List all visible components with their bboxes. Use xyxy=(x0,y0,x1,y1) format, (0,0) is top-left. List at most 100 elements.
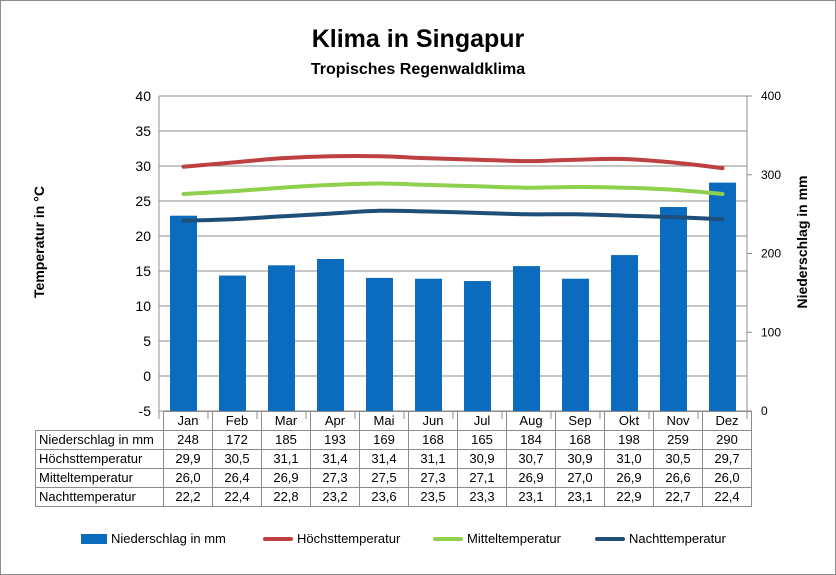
table-row: Höchsttemperatur 29,9 30,5 31,1 31,4 31,4 31,1… xyxy=(35,449,752,469)
table-cell: 259 xyxy=(653,430,703,450)
table-header-row: Jan Feb Mar Apr Mai Jun Jul Aug Sep Okt Nov Dez xyxy=(36,411,752,431)
table-cell: 27,3 xyxy=(408,468,458,488)
bar-okt xyxy=(611,255,638,411)
table-cell: 169 xyxy=(359,430,409,450)
table-cell: 31,0 xyxy=(604,449,654,469)
x-tick-label: Aug xyxy=(506,411,556,431)
table-cell: 165 xyxy=(457,430,507,450)
legend-label: Mitteltemperatur xyxy=(467,531,561,546)
x-tick-label: Feb xyxy=(212,411,262,431)
bar-jun xyxy=(415,278,442,411)
bar-nov xyxy=(660,207,687,411)
table-row: Niederschlag in mm 248 172 185 193 169 168 165 1… xyxy=(35,430,752,450)
table-cell: 23,6 xyxy=(359,487,409,507)
table-cell: 26,0 xyxy=(702,468,752,488)
y-right-tick-label: 300 xyxy=(761,168,781,182)
x-tick-label: Dez xyxy=(702,411,752,431)
table-cell: 22,4 xyxy=(212,487,262,507)
table-cell: 30,5 xyxy=(653,449,703,469)
x-tick-label: Jan xyxy=(163,411,213,431)
table-cell: 23,3 xyxy=(457,487,507,507)
series-line-nachttemperatur xyxy=(181,208,725,223)
legend-item: Niederschlag in mm xyxy=(81,531,226,546)
legend: Niederschlag in mm Höchsttemperatur Mittel… xyxy=(1,531,835,551)
bar-mar xyxy=(268,265,295,411)
x-tick-label: Apr xyxy=(310,411,360,431)
table-cell: 31,1 xyxy=(408,449,458,469)
table-cell: 31,4 xyxy=(310,449,360,469)
y-left-tick-label: 0 xyxy=(143,368,151,384)
y-left-tick-label: 15 xyxy=(135,263,151,279)
table-cell: 22,9 xyxy=(604,487,654,507)
y-left-tick-label: 5 xyxy=(143,333,151,349)
legend-label: Nachttemperatur xyxy=(629,531,726,546)
table-cell: 22,7 xyxy=(653,487,703,507)
x-tick-label: Jun xyxy=(408,411,458,431)
bar-sep xyxy=(562,278,589,411)
table-cell: 29,7 xyxy=(702,449,752,469)
table-cell: 168 xyxy=(555,430,605,450)
table-cell: 26,9 xyxy=(604,468,654,488)
x-tick-label: Jul xyxy=(457,411,507,431)
legend-swatch xyxy=(81,533,107,544)
series-line-mitteltemperatur xyxy=(181,181,725,196)
y-left-tick-label: 35 xyxy=(135,123,151,139)
data-table: Jan Feb Mar Apr Mai Jun Jul Aug Sep Okt Nov Dez Nied… xyxy=(35,411,752,507)
y-right-tick-label: 400 xyxy=(761,89,781,103)
table-cell: 22,8 xyxy=(261,487,311,507)
x-tick-label: Mar xyxy=(261,411,311,431)
x-tick-label: Sep xyxy=(555,411,605,431)
table-row: Mitteltemperatur 26,0 26,4 26,9 27,3 27,5 27,3… xyxy=(35,468,752,488)
table-cell: 22,2 xyxy=(163,487,213,507)
chart-title: Klima in Singapur xyxy=(311,25,525,53)
table-cell: 30,9 xyxy=(457,449,507,469)
y-left-tick-label: 30 xyxy=(135,158,151,174)
table-corner xyxy=(36,412,164,431)
table-cell: 27,0 xyxy=(555,468,605,488)
legend-swatch xyxy=(433,536,463,541)
table-cell: 23,2 xyxy=(310,487,360,507)
legend-label: Niederschlag in mm xyxy=(111,531,226,546)
table-row: Nachttemperatur 22,2 22,4 22,8 23,2 23,6 23,5 2… xyxy=(35,487,752,507)
y-left-tick-label: -5 xyxy=(139,403,152,419)
y-left-tick-label: 25 xyxy=(135,193,151,209)
table-cell: 26,9 xyxy=(506,468,556,488)
bar-jan xyxy=(170,215,197,411)
table-cell: 26,0 xyxy=(163,468,213,488)
legend-swatch xyxy=(263,536,293,541)
table-cell: 23,1 xyxy=(555,487,605,507)
table-cell: 26,4 xyxy=(212,468,262,488)
table-cell: 31,4 xyxy=(359,449,409,469)
series-line-h-chsttemperatur xyxy=(181,153,725,171)
table-cell: 248 xyxy=(163,430,213,450)
y-right-tick-label: 200 xyxy=(761,247,781,261)
table-row-label: Niederschlag in mm xyxy=(35,430,164,450)
table-row-label: Mitteltemperatur xyxy=(35,468,164,488)
y-right-tick-label: 0 xyxy=(761,404,768,418)
table-cell: 26,9 xyxy=(261,468,311,488)
table-cell: 184 xyxy=(506,430,556,450)
table-row-label: Nachttemperatur xyxy=(35,487,164,507)
table-row-label: Höchsttemperatur xyxy=(35,449,164,469)
x-tick-label: Mai xyxy=(359,411,409,431)
table-cell: 185 xyxy=(261,430,311,450)
legend-item: Höchsttemperatur xyxy=(263,531,400,546)
table-cell: 193 xyxy=(310,430,360,450)
y-left-tick-label: 40 xyxy=(135,88,151,104)
bar-jul xyxy=(464,281,491,411)
table-cell: 198 xyxy=(604,430,654,450)
table-cell: 30,5 xyxy=(212,449,262,469)
bar-mai xyxy=(366,277,393,411)
table-cell: 27,1 xyxy=(457,468,507,488)
legend-swatch xyxy=(595,536,625,541)
table-cell: 31,1 xyxy=(261,449,311,469)
table-cell: 23,5 xyxy=(408,487,458,507)
bar-apr xyxy=(317,259,344,411)
y-left-tick-label: 20 xyxy=(135,228,151,244)
table-cell: 172 xyxy=(212,430,262,450)
table-cell: 27,5 xyxy=(359,468,409,488)
table-cell: 22,4 xyxy=(702,487,752,507)
x-tick-label: Okt xyxy=(604,411,654,431)
